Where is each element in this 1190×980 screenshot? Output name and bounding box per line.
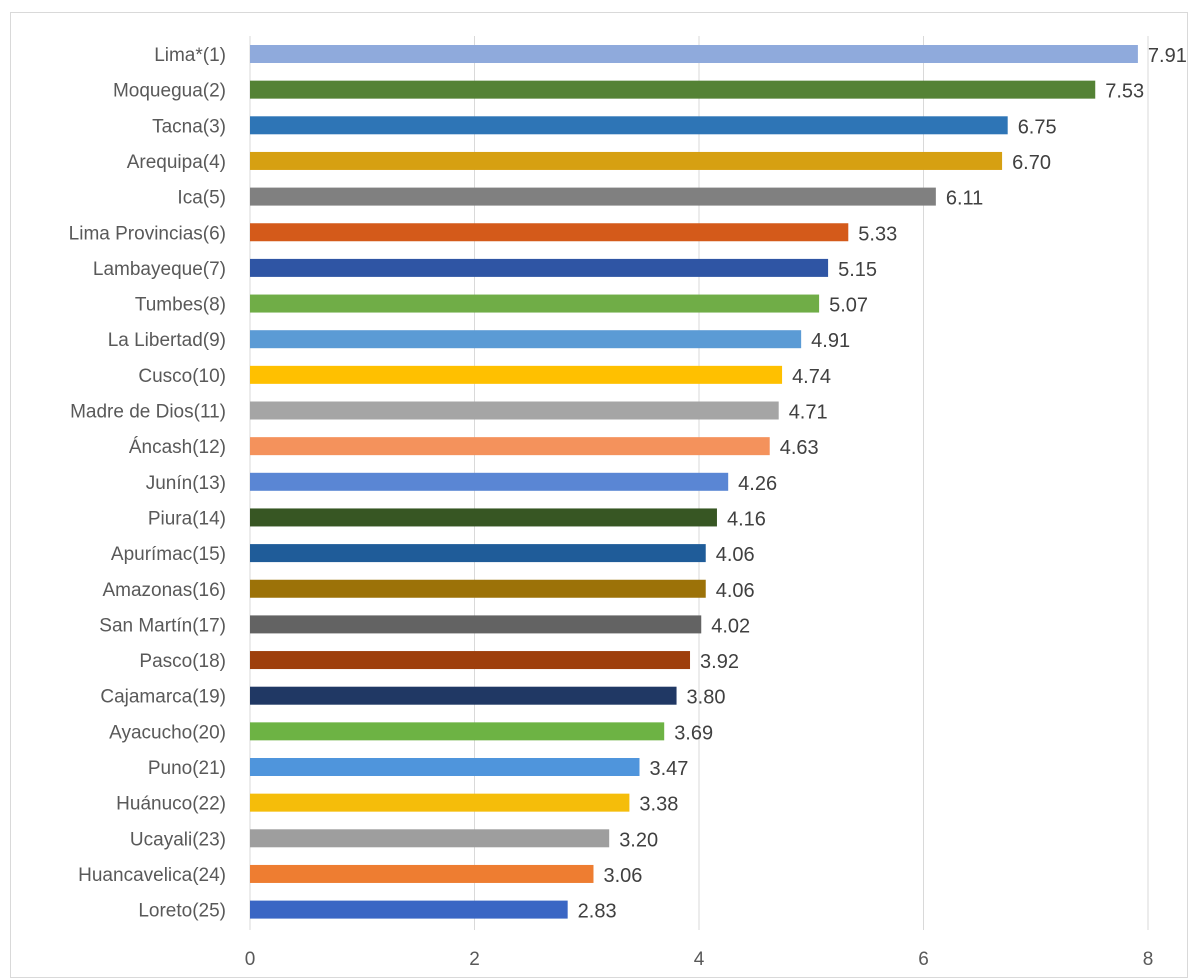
data-label: 4.06 bbox=[716, 580, 755, 602]
bars bbox=[250, 45, 1138, 919]
bar bbox=[250, 900, 568, 919]
bar bbox=[250, 864, 594, 883]
data-label: 3.69 bbox=[674, 722, 713, 744]
x-tick-label: 6 bbox=[918, 949, 929, 970]
data-label: 4.26 bbox=[738, 473, 777, 495]
category-label: Loreto(25) bbox=[138, 901, 226, 922]
category-label: Lima*(1) bbox=[154, 45, 226, 66]
data-label: 2.83 bbox=[578, 901, 617, 923]
data-label: 5.07 bbox=[829, 295, 868, 317]
bar bbox=[250, 472, 729, 491]
x-tick-label: 0 bbox=[245, 949, 256, 970]
data-label: 3.20 bbox=[619, 829, 658, 851]
data-label: 5.33 bbox=[858, 223, 897, 245]
value-labels: 7.917.53 6.75 6.70 6.11 5.33 5.15 5.07 4.91 4.74… bbox=[578, 45, 1187, 923]
bar bbox=[250, 579, 706, 598]
category-label: Cajamarca(19) bbox=[100, 687, 226, 708]
category-label: Ucayali(23) bbox=[130, 829, 226, 850]
data-label: 6.11 bbox=[946, 188, 983, 210]
bar bbox=[250, 294, 820, 313]
category-label: Lambayeque(7) bbox=[93, 259, 226, 280]
bar bbox=[250, 829, 610, 848]
category-label: Áncash(12) bbox=[129, 437, 226, 458]
category-label: San Martín(17) bbox=[99, 615, 226, 636]
data-label: 4.16 bbox=[727, 508, 766, 530]
bar bbox=[250, 187, 936, 206]
data-label: 4.02 bbox=[711, 615, 750, 637]
bar bbox=[250, 651, 691, 670]
data-label: 5.15 bbox=[838, 259, 877, 281]
category-label: Madre de Dios(11) bbox=[70, 402, 226, 423]
data-label: 7.53 bbox=[1105, 81, 1144, 103]
category-label: Ica(5) bbox=[177, 188, 226, 209]
data-label: 4.91 bbox=[811, 330, 850, 352]
data-label: 4.74 bbox=[792, 366, 831, 388]
category-label: Amazonas(16) bbox=[102, 580, 226, 601]
x-tick-labels: 0 2 4 6 8 bbox=[245, 949, 1154, 970]
data-label: 7.91 bbox=[1148, 45, 1187, 67]
data-label: 6.75 bbox=[1018, 116, 1057, 138]
category-label: Cusco(10) bbox=[138, 366, 226, 387]
bar bbox=[250, 330, 802, 349]
data-label: 4.63 bbox=[780, 437, 819, 459]
chart-frame bbox=[10, 12, 1188, 978]
category-label: Puno(21) bbox=[148, 758, 226, 779]
bar bbox=[250, 45, 1138, 63]
category-label: Huancavelica(24) bbox=[78, 865, 226, 886]
category-label: La Libertad(9) bbox=[108, 330, 226, 351]
category-label: Lima Provincias(6) bbox=[69, 223, 226, 244]
bar bbox=[250, 116, 1008, 135]
data-label: 4.71 bbox=[789, 402, 828, 424]
bar bbox=[250, 223, 849, 242]
bar bbox=[250, 80, 1096, 99]
category-label: Tacna(3) bbox=[152, 116, 226, 137]
category-label: Piura(14) bbox=[148, 508, 226, 529]
bar bbox=[250, 151, 1003, 170]
bar bbox=[250, 401, 779, 420]
bar bbox=[250, 722, 665, 741]
x-tick-label: 4 bbox=[694, 949, 705, 970]
bar bbox=[250, 615, 702, 634]
category-label: Pasco(18) bbox=[139, 651, 226, 672]
bar bbox=[250, 544, 706, 563]
bar bbox=[250, 508, 717, 527]
data-label: 3.06 bbox=[603, 865, 642, 887]
data-label: 6.70 bbox=[1012, 152, 1051, 174]
category-labels: Lima*(1) Moquegua(2) Tacna(3) Arequipa(4) Ic… bbox=[69, 45, 226, 922]
data-label: 3.47 bbox=[650, 758, 689, 780]
category-label: Junín(13) bbox=[146, 473, 226, 494]
bar bbox=[250, 758, 640, 776]
category-label: Apurímac(15) bbox=[111, 544, 226, 565]
bar bbox=[250, 686, 677, 705]
bar bbox=[250, 365, 783, 384]
category-label: Huánuco(22) bbox=[116, 794, 226, 815]
category-label: Moquegua(2) bbox=[113, 81, 226, 102]
data-label: 3.80 bbox=[687, 687, 726, 709]
x-tick-label: 8 bbox=[1143, 949, 1154, 970]
category-label: Tumbes(8) bbox=[135, 295, 226, 316]
data-label: 3.38 bbox=[639, 794, 678, 816]
x-tick-label: 2 bbox=[469, 949, 480, 970]
bar bbox=[250, 258, 829, 277]
bar bbox=[250, 437, 770, 456]
category-label: Arequipa(4) bbox=[127, 152, 226, 173]
bar bbox=[250, 793, 630, 812]
category-label: Ayacucho(20) bbox=[109, 722, 226, 743]
data-label: 3.92 bbox=[700, 651, 739, 673]
data-label: 4.06 bbox=[716, 544, 755, 566]
